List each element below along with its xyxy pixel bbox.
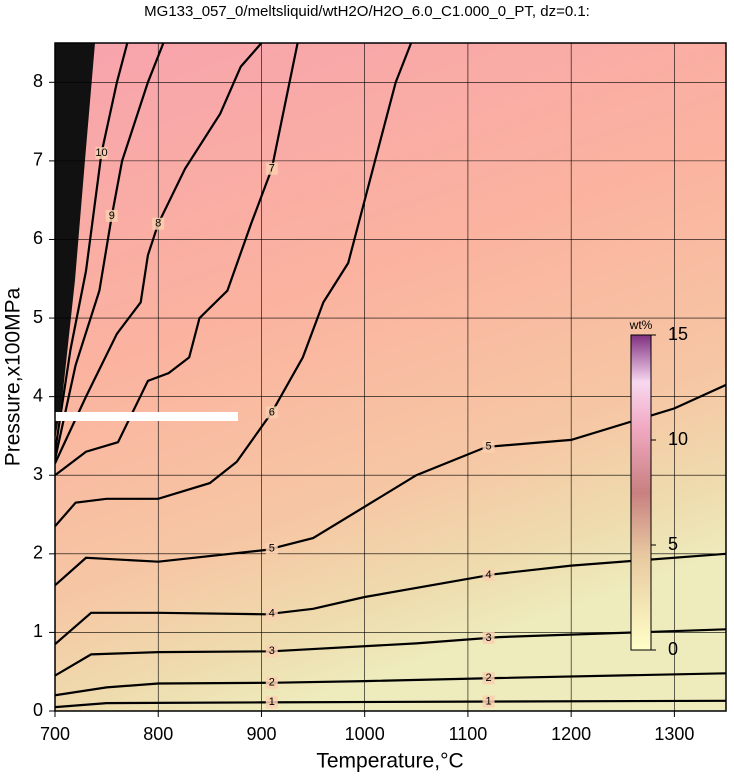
contour-label: 6 [269, 406, 275, 418]
contour-label-bg [482, 440, 495, 453]
contour-line [55, 43, 129, 452]
plot-background [55, 43, 726, 711]
contour-label: 10 [95, 147, 107, 159]
colorbar-tick-label: 0 [668, 639, 678, 659]
contour-label-bg [265, 406, 278, 419]
contour-line [55, 699, 726, 709]
contour-label-bg [265, 676, 278, 689]
contour-label: 5 [486, 441, 492, 453]
contours: 1 1 2 2 3 3 4 4 5 5 6 7 8 9 10 [55, 43, 726, 709]
contour-label-bg [265, 645, 278, 658]
contour-line [55, 552, 726, 646]
y-tick-label: 5 [33, 307, 43, 327]
y-tick-label: 4 [33, 385, 43, 405]
contour-label: 1 [486, 695, 492, 707]
contour-label-bg [482, 695, 495, 708]
x-tick-label: 1300 [654, 724, 694, 744]
contour-label-bg [482, 569, 495, 582]
contour-label-bg [265, 162, 278, 175]
x-tick-label: 900 [246, 724, 276, 744]
contour-label: 1 [269, 696, 275, 708]
colorbar-tick-label: 15 [668, 324, 688, 344]
contour-label-bg [482, 672, 495, 685]
contour-label-bg [482, 631, 495, 644]
contour-label: 4 [269, 608, 275, 620]
chart-title: MG133_057_0/meltsliquid/wtH2O/H2O_6.0_C1… [144, 3, 590, 20]
contour-label: 3 [486, 632, 492, 644]
contour-label-bg [95, 147, 108, 160]
y-axis-label: Pressure,x100MPa [2, 287, 25, 466]
x-axis-label: Temperature,°C [316, 750, 463, 773]
y-tick-label: 0 [33, 700, 43, 720]
colorbar-tick-label: 5 [668, 534, 678, 554]
y-tick-label: 8 [33, 71, 43, 91]
contour-line [55, 383, 726, 587]
y-tick-label: 7 [33, 150, 43, 170]
contour-label: 7 [269, 163, 275, 175]
x-tick-label: 1000 [345, 724, 385, 744]
contour-line [55, 43, 263, 464]
x-tick-label: 1100 [449, 724, 488, 744]
contour-label: 9 [109, 210, 115, 222]
y-tick-label: 1 [33, 621, 43, 641]
x-tick-label: 700 [40, 724, 70, 744]
contour-label-bg [265, 542, 278, 555]
contour-label-bg [265, 607, 278, 620]
contour-line [55, 43, 299, 477]
x-tick-label: 1200 [551, 724, 591, 744]
y-tick-label: 6 [33, 228, 43, 248]
missing-data-band [55, 412, 238, 421]
contour-label: 2 [486, 672, 492, 684]
contour-label: 5 [269, 542, 275, 554]
dense-contour-region [55, 43, 95, 440]
contour-label: 3 [269, 645, 275, 657]
x-tick-label: 800 [143, 724, 173, 744]
contour-label-bg [152, 217, 165, 230]
colorbar-tick-label: 10 [668, 429, 688, 449]
colorbar [630, 334, 652, 651]
y-tick-label: 2 [33, 543, 43, 563]
contour-label: 2 [269, 677, 275, 689]
contour-label: 4 [486, 569, 492, 581]
contour-label-bg [265, 696, 278, 709]
colorbar-label: wt% [629, 318, 653, 332]
plot-frame [54, 42, 727, 712]
contour-label: 8 [155, 218, 161, 230]
contour-label-bg [105, 209, 118, 222]
y-tick-label: 3 [33, 464, 43, 484]
